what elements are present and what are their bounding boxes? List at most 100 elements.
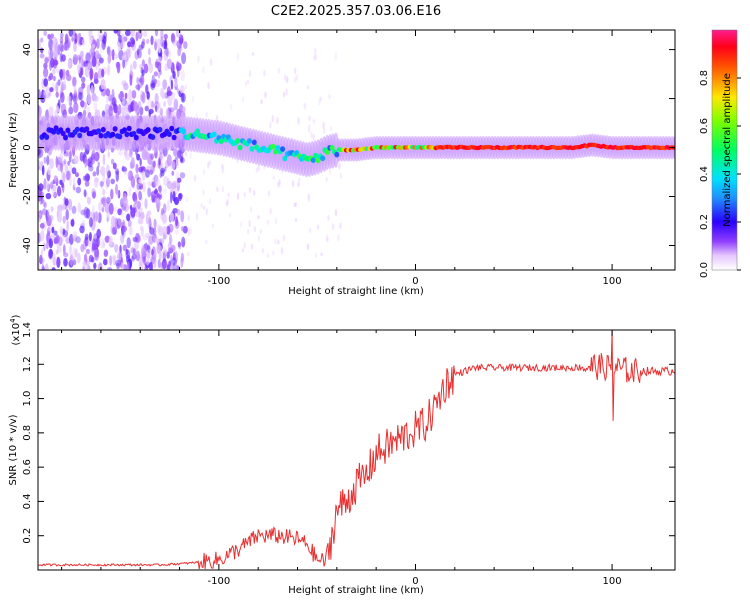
noise-cell bbox=[71, 205, 77, 214]
noise-cell bbox=[326, 237, 329, 243]
noise-cell bbox=[151, 181, 157, 188]
noise-cell bbox=[156, 38, 161, 49]
noise-cell bbox=[159, 107, 163, 116]
noise-cell bbox=[80, 67, 84, 76]
noise-cell bbox=[162, 225, 168, 235]
noise-cell bbox=[282, 91, 286, 98]
noise-cell bbox=[49, 181, 54, 189]
noise-cell bbox=[63, 41, 68, 51]
noise-cell bbox=[73, 83, 77, 96]
noise-cell bbox=[79, 225, 85, 234]
noise-cell bbox=[127, 219, 132, 228]
noise-cell bbox=[207, 162, 210, 169]
ridge-cell bbox=[53, 125, 59, 131]
noise-cell bbox=[107, 267, 113, 270]
noise-cell bbox=[88, 217, 93, 228]
noise-cell bbox=[267, 190, 271, 197]
ridge-cell bbox=[84, 126, 90, 132]
noise-cell bbox=[172, 70, 176, 79]
noise-cell bbox=[179, 172, 186, 179]
noise-cell bbox=[43, 156, 47, 164]
noise-cell bbox=[88, 254, 94, 263]
noise-cell bbox=[59, 52, 63, 63]
noise-cell bbox=[185, 196, 189, 203]
noise-cell bbox=[272, 250, 275, 256]
ridge-cell bbox=[169, 125, 175, 132]
noise-cell bbox=[53, 175, 58, 183]
noise-cell bbox=[162, 203, 167, 214]
ridge-cell bbox=[65, 127, 71, 134]
ridge-cell bbox=[324, 149, 330, 155]
noise-cell bbox=[175, 159, 179, 166]
noise-cell bbox=[121, 96, 125, 107]
noise-cell bbox=[285, 88, 288, 96]
noise-cell bbox=[130, 101, 134, 112]
noise-cell bbox=[154, 189, 158, 195]
noise-cell bbox=[132, 236, 138, 242]
noise-cell bbox=[124, 102, 130, 112]
noise-cell bbox=[108, 236, 113, 246]
noise-cell bbox=[250, 243, 254, 250]
noise-cell bbox=[145, 257, 150, 266]
noise-cell bbox=[200, 202, 203, 209]
noise-cell bbox=[41, 266, 46, 270]
noise-cell bbox=[40, 196, 44, 205]
noise-cell bbox=[187, 251, 190, 257]
noise-cell bbox=[85, 62, 91, 71]
noise-cell bbox=[59, 70, 63, 81]
noise-cell bbox=[40, 229, 45, 242]
noise-cell bbox=[138, 190, 143, 201]
noise-cell bbox=[314, 54, 317, 60]
y-tick-label: 0 bbox=[22, 144, 33, 150]
noise-cell bbox=[136, 182, 142, 190]
noise-cell bbox=[55, 104, 59, 111]
ridge-cell bbox=[74, 126, 80, 133]
noise-cell bbox=[260, 99, 263, 105]
noise-cell bbox=[94, 151, 100, 162]
noise-cell bbox=[58, 208, 63, 220]
ridge-cell bbox=[133, 134, 139, 141]
noise-cell bbox=[115, 183, 118, 195]
noise-cell bbox=[113, 104, 118, 114]
noise-cell bbox=[307, 195, 310, 203]
noise-cell bbox=[51, 226, 55, 234]
noise-cell bbox=[167, 241, 172, 251]
noise-cell bbox=[42, 199, 46, 208]
noise-cell bbox=[73, 53, 79, 65]
noise-cell bbox=[62, 215, 66, 224]
ridge-cell bbox=[181, 128, 186, 135]
noise-cell bbox=[179, 37, 184, 44]
noise-cell bbox=[48, 106, 54, 117]
noise-cell bbox=[168, 50, 172, 58]
noise-cell bbox=[124, 109, 130, 117]
noise-cell bbox=[141, 38, 146, 46]
noise-cell bbox=[136, 200, 141, 210]
noise-cell bbox=[180, 252, 184, 263]
bottom-x-label: Height of straight line (km) bbox=[288, 585, 424, 596]
noise-cell bbox=[151, 74, 155, 87]
noise-cell bbox=[71, 167, 77, 175]
noise-cell bbox=[221, 186, 225, 193]
noise-cell bbox=[129, 30, 135, 38]
noise-cell bbox=[107, 63, 111, 76]
noise-cell bbox=[150, 153, 155, 160]
noise-cell bbox=[276, 117, 279, 125]
noise-cell bbox=[75, 236, 81, 244]
noise-cell bbox=[75, 186, 82, 194]
noise-cell bbox=[47, 48, 52, 57]
noise-cell bbox=[84, 233, 89, 241]
noise-cell bbox=[162, 79, 168, 90]
noise-cell bbox=[153, 256, 157, 269]
noise-cell bbox=[187, 228, 191, 236]
noise-cell bbox=[110, 188, 114, 200]
noise-cell bbox=[130, 247, 135, 254]
noise-cell bbox=[312, 133, 315, 141]
noise-cell bbox=[146, 38, 150, 44]
noise-cell bbox=[51, 41, 57, 54]
noise-cell bbox=[293, 203, 296, 207]
noise-cell bbox=[180, 157, 185, 164]
noise-cell bbox=[148, 48, 151, 56]
noise-cell bbox=[310, 131, 313, 139]
noise-cell bbox=[244, 81, 248, 87]
ridge-cell bbox=[320, 155, 326, 162]
